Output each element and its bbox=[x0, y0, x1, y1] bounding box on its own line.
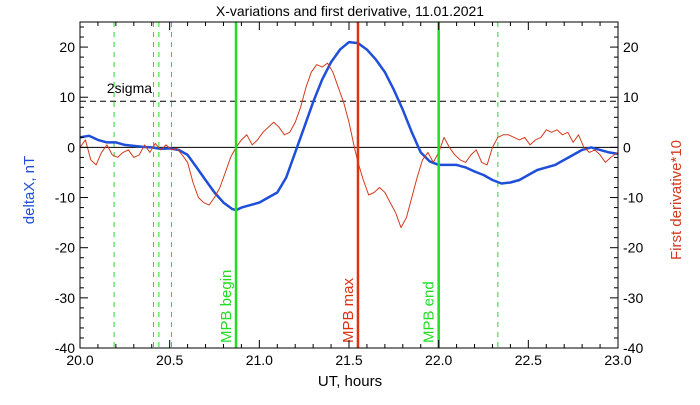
y-tick-label-right: -10 bbox=[623, 190, 643, 206]
y-tick-label-left: -40 bbox=[55, 340, 75, 356]
y-tick-label-left: -20 bbox=[55, 240, 75, 256]
y-tick-label-left: 20 bbox=[59, 39, 75, 55]
y-tick-label-left: -30 bbox=[55, 290, 75, 306]
series-line-derivative bbox=[79, 62, 619, 229]
x-tick-label: 20.0 bbox=[66, 352, 93, 368]
axes-layer: 20.0 20.5 21.0 21.5 22.0 22.5 23.0 20 10 0 -10 -20 -… bbox=[55, 21, 643, 368]
x-tick-label: 21.0 bbox=[246, 352, 273, 368]
y-tick-label-right: -30 bbox=[623, 290, 643, 306]
vline-label-0: MPB begin bbox=[218, 270, 235, 343]
threshold-label: 2sigma bbox=[107, 80, 152, 96]
grid-layer: 2sigma bbox=[80, 22, 618, 348]
y-tick-label-right: 20 bbox=[623, 39, 639, 55]
y-tick-label-left: -10 bbox=[55, 190, 75, 206]
y-tick-label-right: -40 bbox=[623, 340, 643, 356]
x-tick-label: 22.0 bbox=[425, 352, 452, 368]
series-layer bbox=[79, 40, 619, 229]
y-axis-label-right: First derivative*10 bbox=[668, 140, 685, 260]
y-tick-label-left: 10 bbox=[59, 89, 75, 105]
vline-label-2: MPB end bbox=[421, 281, 438, 343]
chart-title: X-variations and first derivative, 11.01… bbox=[216, 3, 484, 19]
vline-label-1: MPB max bbox=[340, 277, 357, 343]
y-tick-label-right: 0 bbox=[623, 139, 631, 155]
marker-lines-layer: MPB begin MPB max MPB end bbox=[218, 22, 440, 348]
y-tick-label-right: -20 bbox=[623, 240, 643, 256]
x-tick-label: 23.0 bbox=[604, 352, 631, 368]
y-axis-label-left: deltaX, nT bbox=[21, 156, 38, 224]
x-axis-label: UT, hours bbox=[318, 373, 382, 390]
y-tick-label-right: 10 bbox=[623, 89, 639, 105]
x-tick-label: 21.5 bbox=[335, 352, 362, 368]
series-line-deltaX bbox=[79, 40, 619, 212]
y-tick-label-left: 0 bbox=[67, 139, 75, 155]
x-tick-label: 22.5 bbox=[515, 352, 542, 368]
x-tick-label: 20.5 bbox=[156, 352, 183, 368]
